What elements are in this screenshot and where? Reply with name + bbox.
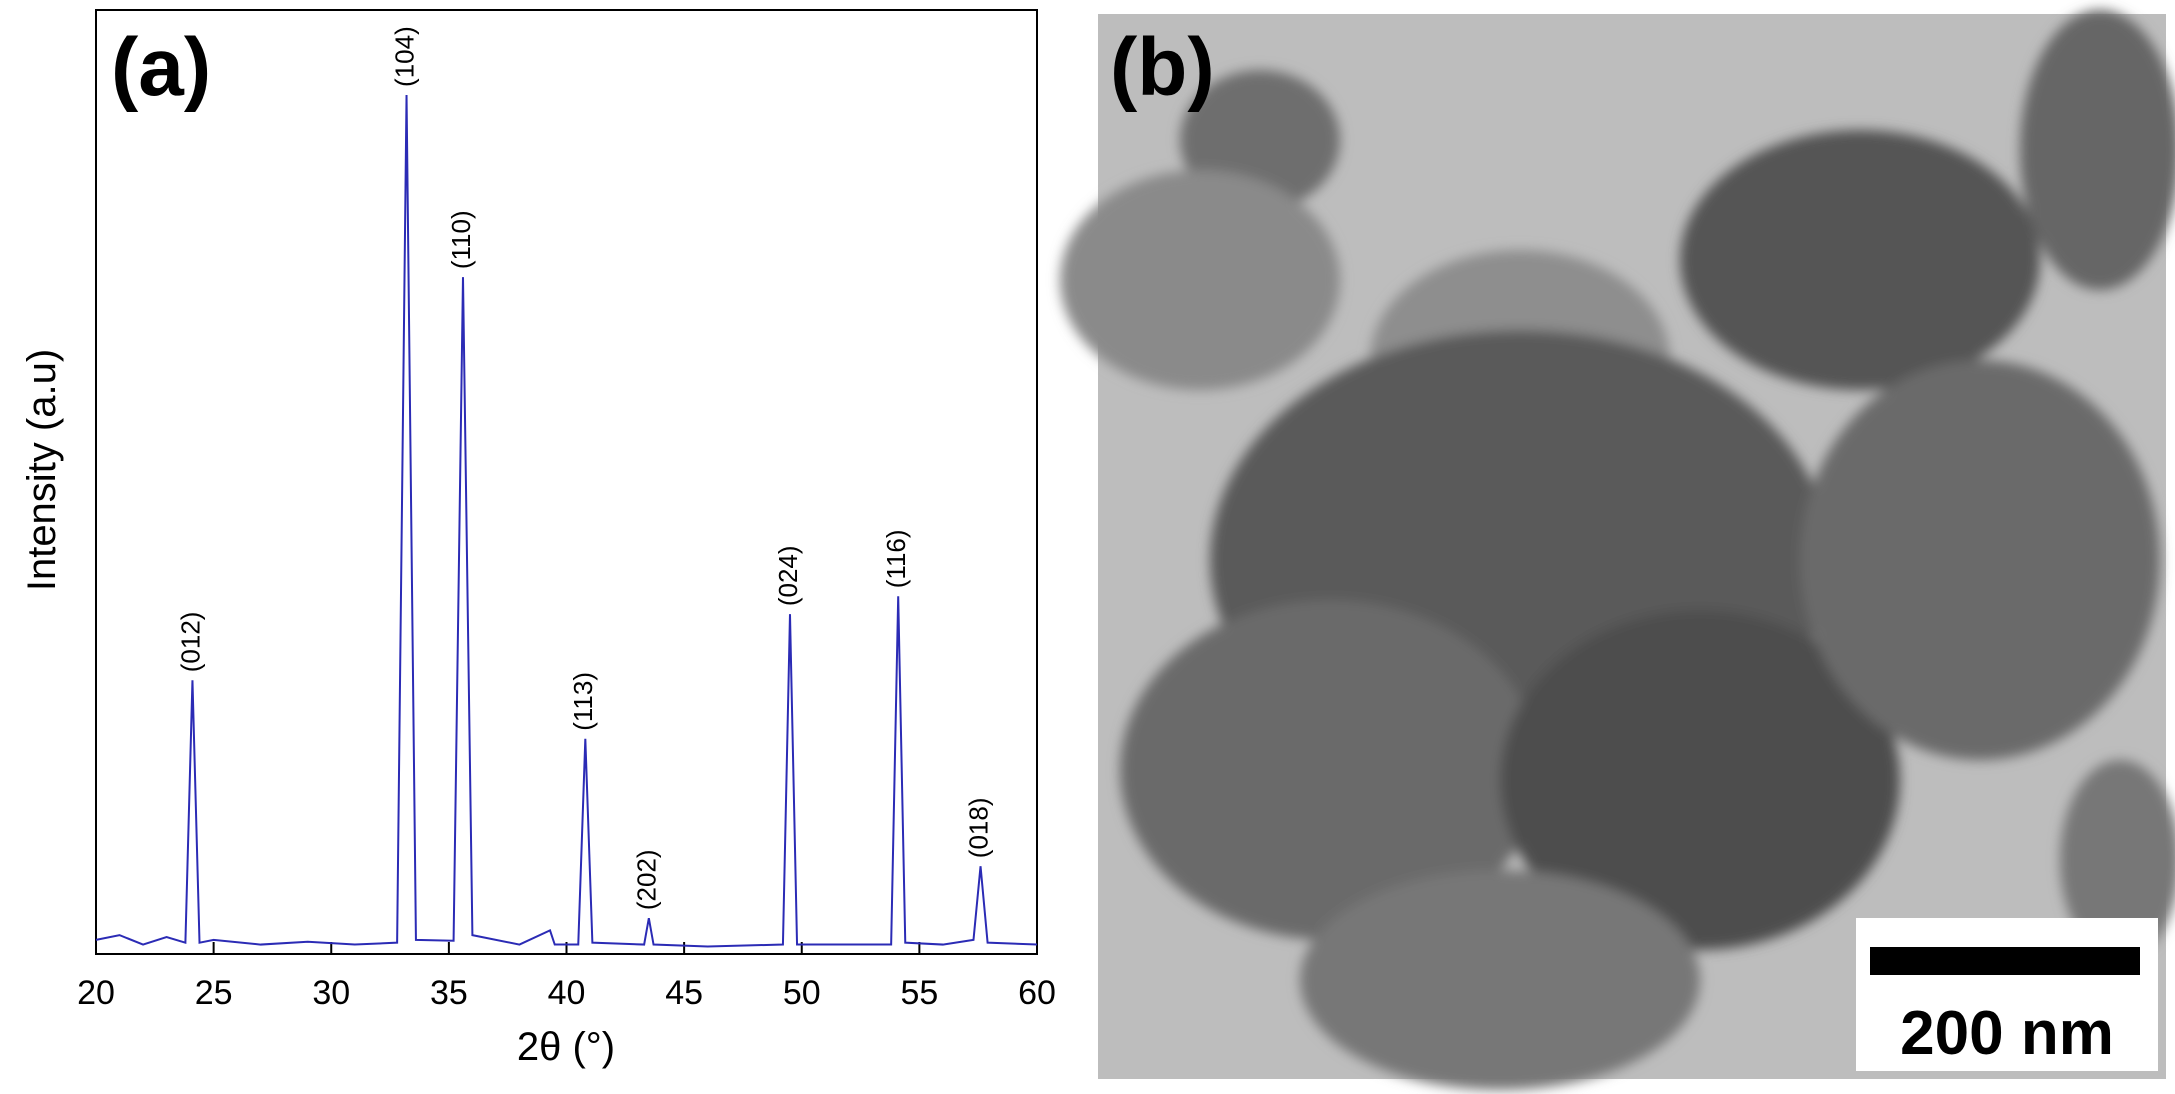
plot-frame xyxy=(95,9,1038,955)
scale-bar-box xyxy=(1856,918,2158,1071)
x-tick-label: 30 xyxy=(312,974,350,1012)
x-tick-label: 20 xyxy=(77,974,115,1012)
peak-label: (116) xyxy=(881,529,911,588)
peak-label: (024) xyxy=(773,545,803,606)
tem-image: 200 nm (b) xyxy=(1060,10,2175,1090)
particles xyxy=(1060,10,2175,1090)
x-tick-label: 60 xyxy=(1018,974,1056,1012)
peak-label: (113) xyxy=(568,672,598,731)
panel-label: (a) xyxy=(111,22,211,113)
x-tick-label: 40 xyxy=(548,974,586,1012)
x-axis-label: 2θ (°) xyxy=(517,1025,615,1069)
x-tick-label: 55 xyxy=(900,974,938,1012)
x-tick-label: 50 xyxy=(783,974,821,1012)
peak-label: (018) xyxy=(963,798,993,859)
peak-label: (012) xyxy=(175,612,205,673)
peak-label: (110) xyxy=(446,210,476,269)
peak-label: (202) xyxy=(632,849,662,910)
spectrum-line xyxy=(95,94,1038,948)
x-tick-label: 35 xyxy=(430,974,468,1012)
scale-bar xyxy=(1870,947,2140,975)
x-tick-label: 25 xyxy=(195,974,233,1012)
x-tick-label: 45 xyxy=(665,974,703,1012)
scale-bar-label: 200 nm xyxy=(1900,999,2114,1068)
y-axis-label: Intensity (a.u) xyxy=(20,349,64,591)
panel-label: (b) xyxy=(1110,22,1215,113)
peak-label: (104) xyxy=(389,26,419,87)
